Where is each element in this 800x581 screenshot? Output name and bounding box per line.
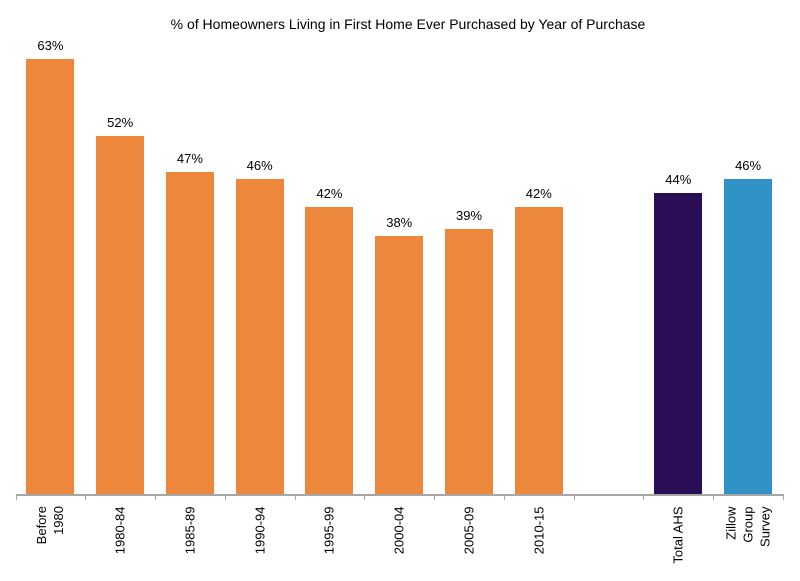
x-axis-tick-label: 2000-04 <box>391 506 407 554</box>
x-axis-tick <box>364 494 366 500</box>
bar-value-label: 42% <box>316 186 343 202</box>
bar <box>165 171 214 494</box>
bar <box>724 178 773 494</box>
x-axis-tick <box>434 494 436 500</box>
x-axis-tick-label: Before 1980 <box>34 506 67 545</box>
x-axis-tick <box>782 494 784 500</box>
x-axis-tick <box>294 494 296 500</box>
bar <box>654 193 703 494</box>
bar <box>305 207 354 494</box>
x-axis-tick <box>643 494 645 500</box>
bar-value-label: 52% <box>107 115 134 131</box>
x-axis-tick-label: Zillow Group Survey <box>723 506 773 547</box>
bar-value-label: 42% <box>525 186 552 202</box>
x-axis-tick <box>503 494 505 500</box>
x-axis-tick-label: 2005-09 <box>461 506 477 554</box>
x-axis-tick <box>155 494 157 500</box>
bar <box>375 235 424 494</box>
x-axis-tick <box>15 494 17 500</box>
x-axis-tick-label: 2010-15 <box>531 506 547 554</box>
x-axis-tick-label: 1980-84 <box>112 506 128 554</box>
x-axis-line <box>15 494 783 496</box>
bar <box>514 207 563 494</box>
x-axis-tick <box>573 494 575 500</box>
bar-value-label: 46% <box>246 157 273 173</box>
x-axis-tick <box>85 494 87 500</box>
bar-value-label: 38% <box>386 214 413 230</box>
x-axis-tick-label: 1995-99 <box>321 506 337 554</box>
chart-title: % of Homeowners Living in First Home Eve… <box>170 16 646 32</box>
bar <box>96 136 145 494</box>
bar <box>235 178 284 494</box>
x-axis-tick-label: 1985-89 <box>182 506 198 554</box>
x-axis-tick <box>224 494 226 500</box>
bar-value-label: 44% <box>665 172 692 188</box>
x-axis-tick-label: Total AHS <box>670 506 686 564</box>
bar-value-label: 46% <box>735 157 762 173</box>
bar <box>445 228 493 494</box>
bar-value-label: 63% <box>37 37 64 53</box>
bar <box>26 58 75 494</box>
x-axis-tick <box>713 494 715 500</box>
bar-value-label: 39% <box>455 207 483 223</box>
x-axis-tick-label: 1990-94 <box>252 506 268 554</box>
bar-value-label: 47% <box>176 150 203 166</box>
